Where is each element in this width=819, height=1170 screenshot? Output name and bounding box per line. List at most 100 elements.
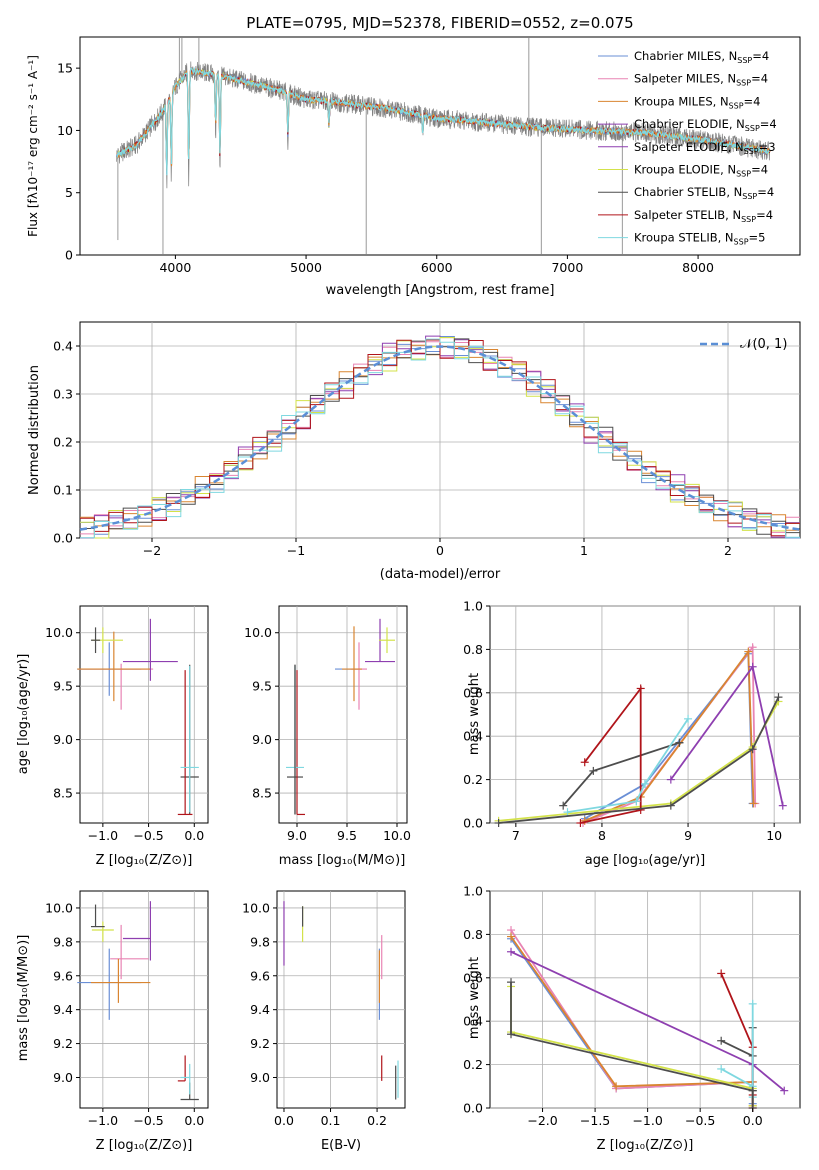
y-tick-label: 0.4	[463, 1014, 483, 1029]
y-tick-label: 9.8	[53, 934, 73, 949]
x-tick-label: 0.1	[321, 1113, 341, 1128]
x-tick-label: 2	[724, 543, 732, 558]
y-tick-label: 9.0	[53, 732, 73, 747]
y-tick-label: 9.2	[53, 1036, 73, 1051]
x-tick-label: 0.0	[184, 1113, 204, 1128]
mass-weight-line-kroupa_stelib	[720, 1003, 754, 1098]
y-tick-label: 9.0	[250, 1070, 270, 1085]
mass-weight-vs-metallicity-panel: −2.0 −1.5 −1.0 −0.5 0.0 0.0 0.2 0.4 0.6 0.8 1.0 Z…	[463, 884, 801, 1153]
gaussian-curve	[79, 345, 801, 531]
y-tick-label: 0	[65, 248, 73, 263]
y-tick-label: 9.4	[53, 1002, 73, 1017]
x-tick-label: −2	[143, 543, 161, 558]
x-tick-label: 5000	[290, 260, 322, 275]
y-tick-label: 0.3	[53, 387, 73, 402]
legend-label-salpeter_elodie: Salpeter ELODIE, NSSP=3	[634, 140, 776, 156]
y-tick-label: 0.2	[463, 772, 483, 787]
mass-weight-vs-metallicity-grid	[490, 890, 800, 1109]
y-tick-label: 5	[65, 185, 73, 200]
x-tick-label: 10.0	[383, 828, 411, 843]
mass-weight-vs-age-x-ticks: 7 8 9 10	[512, 823, 782, 843]
y-tick-label: 9.5	[252, 679, 272, 694]
x-tick-label: 9.5	[337, 828, 357, 843]
x-tick-label: −2.0	[527, 1113, 557, 1128]
y-tick-label: 10.0	[45, 625, 73, 640]
age-vs-metallicity-grid	[80, 606, 208, 823]
x-tick-label: 4000	[159, 260, 191, 275]
residual-y-ticks: 0.0 0.1 0.2 0.3 0.4	[53, 339, 80, 546]
y-tick-label: 1.0	[463, 599, 483, 614]
y-tick-label: 9.6	[250, 968, 270, 983]
y-tick-label: 9.4	[250, 1002, 270, 1017]
y-tick-label: 0.0	[463, 816, 483, 831]
y-tick-label: 9.0	[53, 1070, 73, 1085]
y-tick-label: 9.2	[250, 1036, 270, 1051]
mass-vs-ebv-x-label: E(B-V)	[321, 1138, 361, 1153]
x-tick-label: 10	[766, 828, 782, 843]
residual-x-ticks: −2 −1 0 1 2	[143, 538, 732, 558]
spectrum-title: PLATE=0795, MJD=52378, FIBERID=0552, z=0…	[246, 14, 633, 32]
y-tick-label: 0.4	[53, 339, 73, 354]
y-tick-label: 0.8	[463, 927, 483, 942]
y-tick-label: 9.6	[53, 968, 73, 983]
x-tick-label: 0.0	[274, 1113, 294, 1128]
age-vs-mass-x-ticks: 9.0 9.5 10.0	[287, 823, 411, 843]
legend-label-chabrier_stelib: Chabrier STELIB, NSSP=4	[634, 185, 774, 201]
y-tick-label: 15	[57, 61, 73, 76]
x-tick-label: 0.0	[184, 828, 204, 843]
age-vs-mass-y-ticks: 8.5 9.0 9.5 10.0	[244, 625, 279, 801]
mass-weight-line-salpeter_stelib	[580, 685, 642, 824]
observed-spectrum-line	[116, 61, 771, 189]
mass-vs-ebv-grid	[277, 891, 405, 1108]
spectrum-y-label: Flux [fλ10⁻¹⁷ erg cm⁻² s⁻¹ A⁻¹]	[26, 55, 40, 237]
age-vs-metallicity-frame	[79, 605, 209, 824]
mass-vs-metallicity-frame	[79, 890, 209, 1109]
x-tick-label: −1.0	[88, 1113, 118, 1128]
spectrum-panel: PLATE=0795, MJD=52378, FIBERID=0552, z=0…	[26, 14, 801, 298]
x-tick-label: 0	[436, 543, 444, 558]
x-tick-label: −1.0	[632, 1113, 662, 1128]
y-tick-label: 9.0	[252, 732, 272, 747]
x-tick-label: 7	[512, 828, 520, 843]
y-tick-label: 0.2	[53, 435, 73, 450]
mass-vs-metallicity-x-ticks: −1.0 −0.5 0.0	[88, 1108, 204, 1128]
x-tick-label: −1.5	[580, 1113, 610, 1128]
legend-label-kroupa_stelib: Kroupa STELIB, NSSP=5	[634, 231, 765, 247]
x-tick-label: 1	[580, 543, 588, 558]
mass-vs-ebv-y-ticks: 9.0 9.2 9.4 9.6 9.8 10.0	[242, 900, 277, 1085]
age-vs-mass-frame	[278, 605, 408, 824]
y-tick-label: 9.8	[250, 934, 270, 949]
mass-weight-vs-age-y-ticks: 0.0 0.2 0.4 0.6 0.8 1.0	[463, 599, 490, 831]
age-vs-metallicity-x-label: Z [log₁₀(Z/Z⊙)]	[96, 853, 193, 868]
y-tick-label: 0.8	[463, 642, 483, 657]
x-tick-label: −0.5	[133, 1113, 163, 1128]
spectrum-x-label: wavelength [Angstrom, rest frame]	[326, 283, 555, 298]
y-tick-label: 10.0	[242, 900, 270, 915]
legend-label-chabrier_elodie: Chabrier ELODIE, NSSP=4	[634, 117, 777, 133]
mass-vs-ebv-frame	[276, 890, 406, 1109]
x-tick-label: 0.2	[367, 1113, 387, 1128]
y-tick-label: 1.0	[463, 884, 483, 899]
y-tick-label: 10.0	[244, 625, 272, 640]
y-tick-label: 0.6	[463, 685, 483, 700]
residual-histogram-salpeter_stelib	[80, 339, 800, 537]
mass-weight-vs-metallicity-x-label: Z [log₁₀(Z/Z⊙)]	[597, 1138, 694, 1153]
mass-vs-metallicity-y-label: mass [log₁₀(M/M⊙)]	[16, 935, 31, 1062]
residual-x-label: (data-model)/error	[380, 567, 501, 582]
mass-weight-vs-age-grid	[490, 605, 800, 824]
mass-vs-ebv-errorbars	[283, 901, 399, 1100]
x-tick-label: −0.5	[133, 828, 163, 843]
spectrum-axes-frame	[79, 36, 801, 256]
y-tick-label: 8.5	[252, 786, 272, 801]
gaussian-legend-label: 𝒩(0, 1)	[740, 337, 787, 352]
x-tick-label: 7000	[551, 260, 583, 275]
y-tick-label: 10.0	[45, 900, 73, 915]
x-tick-label: 8000	[682, 260, 714, 275]
mass-weight-vs-age-x-label: age [log₁₀(age/yr)]	[585, 853, 706, 868]
x-tick-label: 9	[684, 828, 692, 843]
spectrum-x-ticks: 4000 5000 6000 7000 8000	[159, 255, 714, 275]
model-spectrum-kroupa_stelib	[116, 66, 771, 176]
mass-weight-vs-age-panel: 7 8 9 10 0.0 0.2 0.4 0.6 0.8 1.0 age [log₁₀(age/…	[463, 599, 801, 868]
legend-label-salpeter_stelib: Salpeter STELIB, NSSP=4	[634, 208, 773, 224]
